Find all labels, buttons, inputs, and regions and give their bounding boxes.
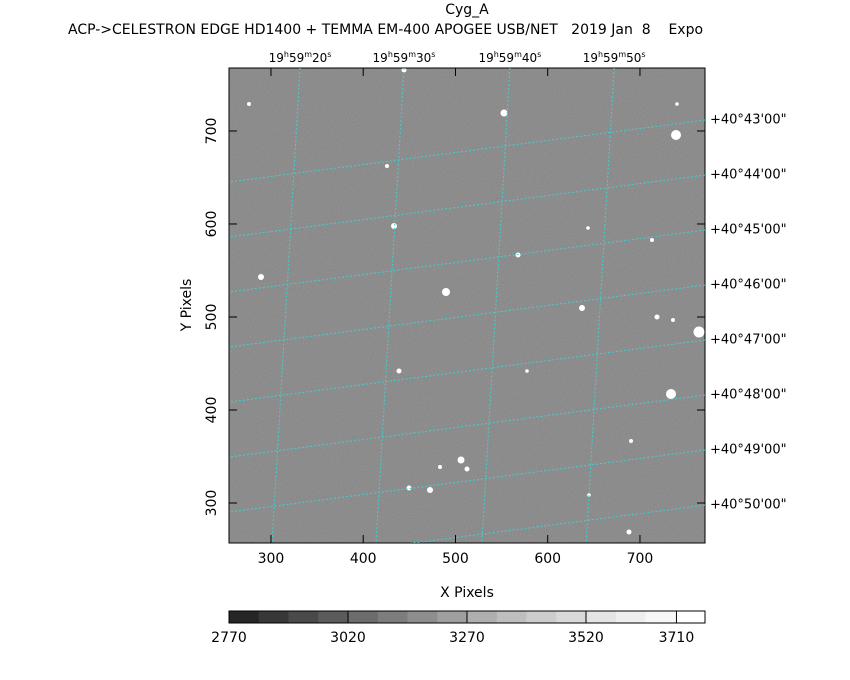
dec-grid-line (409, 504, 705, 543)
chart-subtitle: ACP->CELESTRON EDGE HD1400 + TEMMA EM-40… (68, 22, 703, 38)
dec-tick-label: +40°43'00" (710, 112, 787, 127)
colorbar-swatch (258, 611, 289, 623)
ra-grid-line (375, 68, 405, 543)
x-tick-label: 700 (627, 551, 654, 567)
dec-tick-label: +40°49'00" (710, 442, 787, 457)
colorbar-swatch (615, 611, 646, 623)
y-tick-label: 400 (204, 397, 220, 424)
dec-grid-line (229, 119, 705, 183)
dec-grid-line (229, 229, 705, 293)
y-tick-label: 700 (204, 118, 220, 145)
ra-tick-label: 19h59m20s (269, 50, 332, 65)
colorbar-swatch (437, 611, 468, 623)
ra-tick-label: 19h59m40s (478, 50, 541, 65)
dec-tick-label: +40°46'00" (710, 277, 787, 292)
dec-grid-line (229, 174, 705, 238)
dec-tick-label: +40°48'00" (710, 388, 787, 403)
colorbar-tick-label: 3270 (449, 630, 485, 646)
colorbar-swatch (496, 611, 527, 623)
colorbar-swatch (407, 611, 438, 623)
colorbar-tick-label: 3710 (659, 630, 695, 646)
colorbar-swatch (467, 611, 498, 623)
dec-grid-line (229, 394, 705, 458)
colorbar-swatch (229, 611, 260, 623)
dec-tick-label: +40°44'00" (710, 168, 787, 183)
ra-grid-line (585, 68, 615, 543)
dec-grid-line (229, 339, 705, 403)
ra-grid-line (271, 68, 301, 543)
chart-title: Cyg_A (445, 2, 489, 18)
colorbar-swatch (675, 611, 706, 623)
dec-tick-label: +40°47'00" (710, 333, 787, 348)
colorbar-swatch (288, 611, 319, 623)
colorbar-tick-label: 3020 (330, 630, 366, 646)
colorbar-swatch (586, 611, 617, 623)
colorbar-tick-label: 2770 (211, 630, 247, 646)
x-tick-label: 600 (534, 551, 561, 567)
y-axis-label: Y Pixels (179, 279, 195, 333)
y-tick-label: 500 (204, 304, 220, 331)
x-tick-label: 500 (442, 551, 469, 567)
x-axis-label: X Pixels (440, 585, 494, 601)
ra-tick-label: 19h59m50s (583, 50, 646, 65)
ra-grid-line (481, 68, 511, 543)
plot-frame (228, 67, 706, 544)
colorbar-swatch (526, 611, 557, 623)
colorbar-swatch (645, 611, 676, 623)
x-tick-label: 300 (258, 551, 285, 567)
grid (229, 68, 705, 543)
image-noise (229, 68, 705, 543)
y-tick-label: 600 (204, 211, 220, 238)
dec-grid-line (229, 449, 705, 513)
colorbar-swatch (348, 611, 379, 623)
ra-tick-label: 19h59m30s (373, 50, 436, 65)
dec-grid-line (229, 284, 705, 348)
colorbar-swatch (556, 611, 587, 623)
dec-tick-label: +40°45'00" (710, 223, 787, 238)
image (228, 67, 706, 544)
stars (247, 68, 705, 535)
colorbar-swatch (318, 611, 349, 623)
colorbar-tick-label: 3520 (568, 630, 604, 646)
y-tick-label: 300 (204, 490, 220, 517)
x-tick-label: 400 (350, 551, 377, 567)
dec-tick-label: +40°50'00" (710, 498, 787, 513)
colorbar-swatch (377, 611, 408, 623)
